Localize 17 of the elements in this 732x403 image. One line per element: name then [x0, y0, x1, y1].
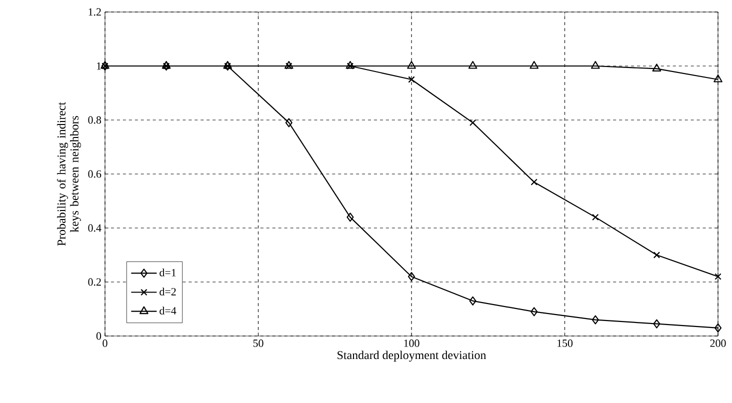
y-tick-label: 1.2 [88, 8, 101, 16]
y-tick-label: 0.8 [88, 116, 102, 124]
x-tick-label: 0 [102, 340, 108, 347]
x-tick-label: 200 [710, 340, 726, 347]
y-tick-label: 0.6 [88, 170, 102, 178]
y-tick-label: 0.2 [88, 278, 101, 286]
legend-label: d=1 [160, 268, 176, 276]
x-axis-title: Standard deployment deviation [338, 350, 486, 362]
legend-label: d=2 [160, 288, 176, 296]
x-tick-label: 100 [404, 340, 420, 347]
legend-label: d=4 [160, 306, 176, 314]
x-tick-label: 50 [253, 340, 264, 347]
y-tick-label: 0.4 [88, 224, 102, 232]
x-tick-label: 150 [558, 340, 573, 347]
y-tick-label: 0 [96, 332, 102, 340]
y-axis-title: Probability of having indirect keys between neighbors [56, 102, 81, 246]
y-tick-label: 1 [96, 62, 101, 70]
